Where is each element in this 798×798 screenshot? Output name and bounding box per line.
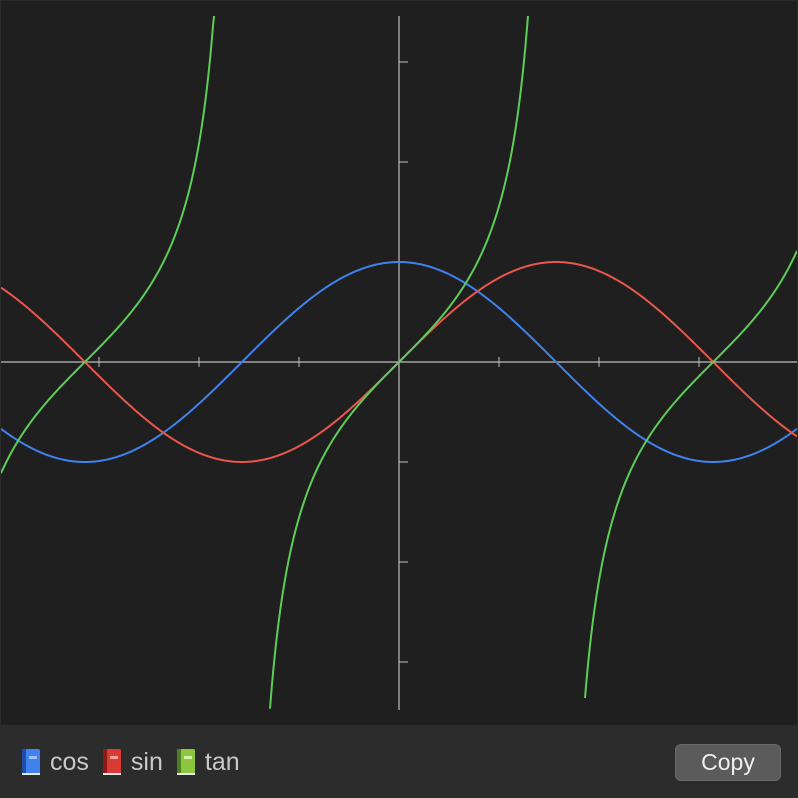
cos-series-line bbox=[1, 261, 797, 463]
tan-series-line bbox=[1, 15, 797, 709]
legend-item-sin: sin bbox=[101, 747, 163, 777]
series-lines bbox=[1, 15, 797, 709]
legend-label-sin: sin bbox=[130, 748, 163, 776]
legend-label-cos: cos bbox=[50, 748, 89, 776]
green-book-icon bbox=[176, 749, 195, 775]
plot-area bbox=[1, 1, 797, 725]
function-plot bbox=[1, 15, 797, 710]
footer-bar: cos sin tan Copy bbox=[0, 726, 798, 798]
legend-item-cos: cos bbox=[20, 747, 89, 777]
legend: cos sin tan bbox=[20, 726, 252, 798]
red-book-icon bbox=[102, 749, 121, 775]
legend-label-tan: tan bbox=[204, 748, 240, 776]
copy-button[interactable]: Copy bbox=[675, 744, 781, 781]
blue-book-icon bbox=[22, 749, 40, 775]
legend-item-tan: tan bbox=[175, 747, 240, 777]
